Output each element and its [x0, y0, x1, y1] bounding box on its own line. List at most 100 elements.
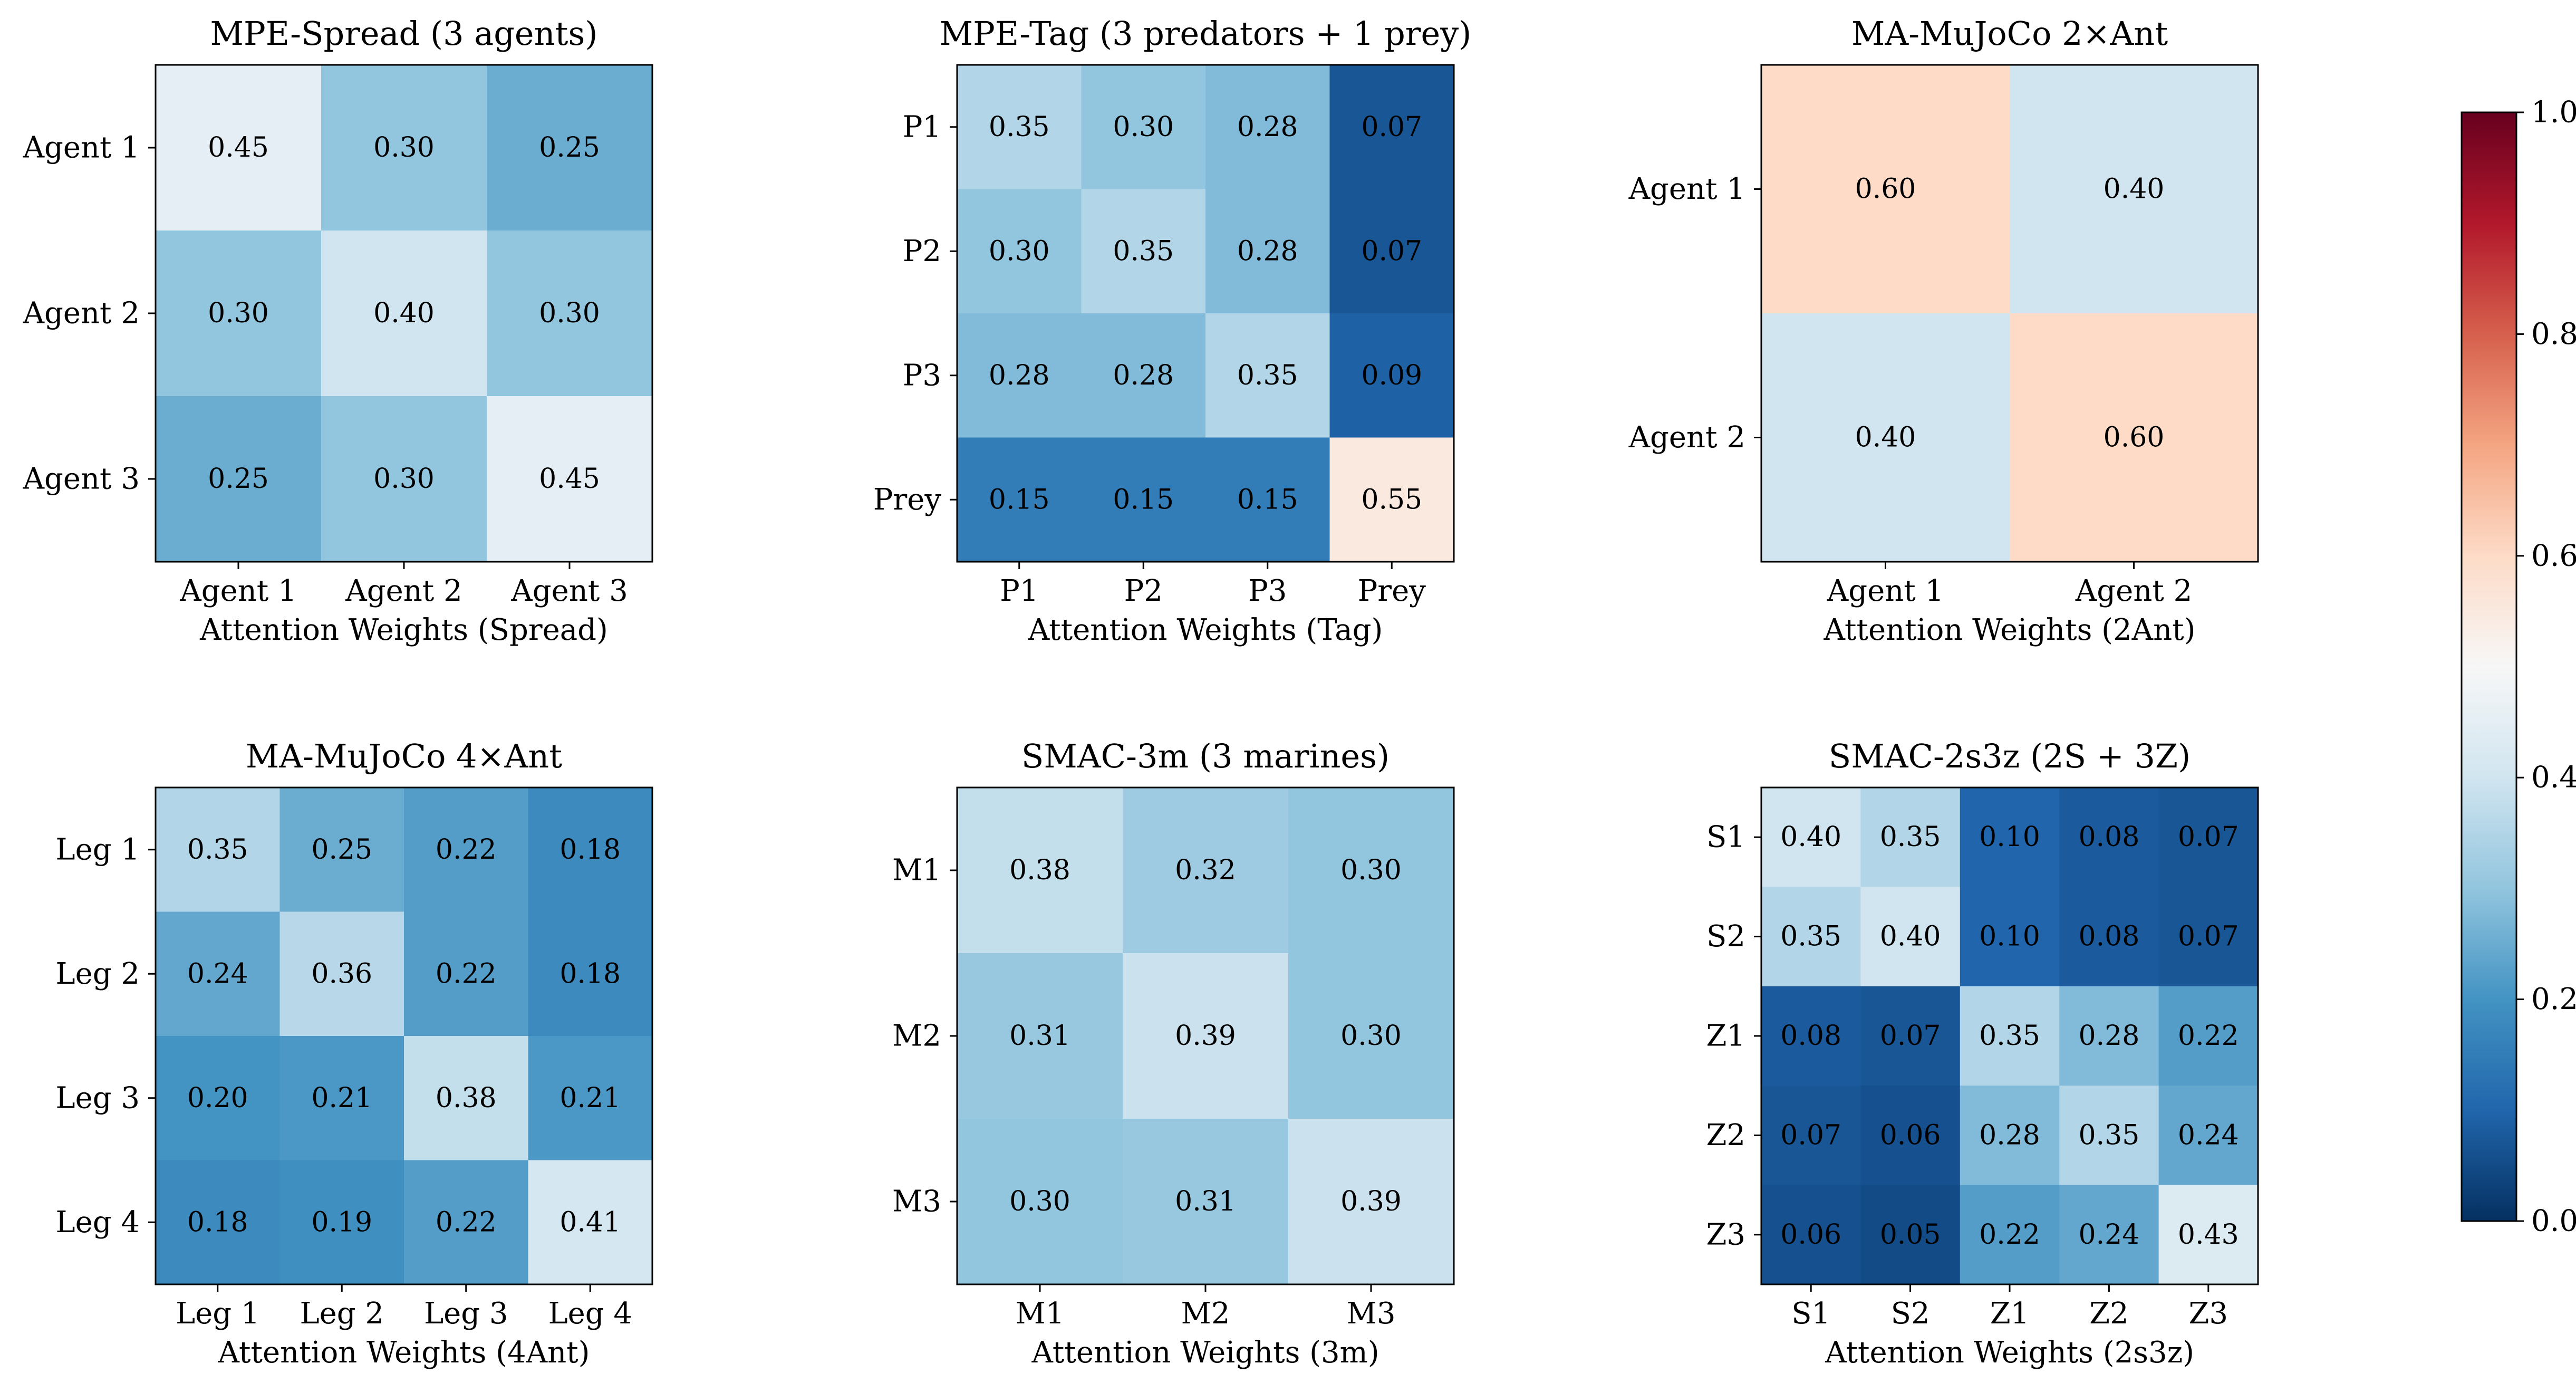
heatmap-cell — [1288, 953, 1454, 1119]
heatmap-cell — [1761, 787, 1861, 887]
heatmap-cell — [1761, 1086, 1861, 1186]
heatmap-cell — [1081, 65, 1206, 189]
heatmap-cell — [1329, 65, 1454, 189]
heatmap-cell — [528, 1036, 653, 1160]
heatmap-cell — [2059, 1086, 2159, 1186]
cell-value-label: 0.55 — [1361, 484, 1422, 515]
cell-value-label: 0.35 — [1113, 235, 1174, 267]
heatmap-cell — [487, 396, 653, 562]
cell-value-label: 0.28 — [1237, 235, 1298, 267]
heatmap-cell — [1329, 189, 1454, 314]
heatmap-cell — [1761, 65, 2010, 314]
heatmap-cell — [1123, 953, 1289, 1119]
x-tick-label: M1 — [1016, 1296, 1065, 1331]
y-tick-label: P1 — [903, 110, 941, 144]
heatmap-cell — [321, 230, 487, 397]
cell-value-label: 0.31 — [1175, 1186, 1236, 1217]
y-tick-label: M2 — [892, 1019, 941, 1053]
heatmap-cell — [1081, 189, 1206, 314]
heatmap-cell — [1205, 65, 1330, 189]
cell-value-label: 0.09 — [1361, 360, 1422, 391]
heatmap-cell — [1205, 437, 1330, 562]
cell-value-label: 0.08 — [2079, 821, 2140, 853]
heatmap-panels: 0.45 0.30 0.25 0.30 0.40 0.30 0.25 0.30 0.45 MPE-… — [23, 14, 2259, 1370]
heatmap-cell — [404, 1036, 528, 1160]
cell-value-label: 0.20 — [187, 1082, 248, 1114]
y-tick-label: Agent 2 — [1628, 420, 1745, 455]
x-tick-label: Leg 1 — [176, 1296, 260, 1331]
heatmap-cell — [321, 65, 487, 231]
colorbar-tick-label: 0.2 — [2531, 982, 2576, 1016]
x-tick-label: Prey — [1358, 574, 1426, 608]
y-tick-label: Z3 — [1706, 1217, 1745, 1252]
colorbar: 0.0 0.2 0.4 0.6 0.8 1.0 — [2461, 95, 2576, 1238]
y-tick-label: Leg 4 — [55, 1205, 140, 1240]
cell-value-label: 0.60 — [1855, 174, 1916, 205]
cell-value-label: 0.15 — [1237, 484, 1298, 515]
heatmap-cell — [1081, 437, 1206, 562]
cell-value-label: 0.41 — [559, 1206, 621, 1238]
cell-value-label: 0.40 — [373, 297, 435, 329]
heatmap-cell — [2158, 1185, 2259, 1285]
heatmap-cell — [2059, 1185, 2159, 1285]
cell-value-label: 0.28 — [1113, 360, 1174, 391]
cell-value-label: 0.30 — [1009, 1186, 1070, 1217]
cell-value-label: 0.36 — [311, 958, 372, 990]
heatmap-cell — [2059, 787, 2159, 887]
y-tick-label: P2 — [903, 234, 941, 268]
cell-value-label: 0.24 — [187, 958, 248, 990]
heatmap-cell — [1860, 887, 1961, 987]
heatmap-cell — [1860, 1086, 1961, 1186]
cell-value-label: 0.45 — [208, 132, 269, 164]
cell-value-label: 0.08 — [1780, 1020, 1841, 1052]
heatmap-cell — [2158, 887, 2259, 987]
heatmap-frame — [155, 786, 653, 1285]
cell-value-label: 0.35 — [1237, 360, 1298, 391]
heatmap-cell — [1860, 1185, 1961, 1285]
x-tick-label: Agent 1 — [1827, 574, 1944, 608]
cell-value-label: 0.38 — [1009, 854, 1070, 886]
cell-value-label: 0.25 — [311, 834, 372, 866]
y-tick-label: Leg 1 — [55, 832, 140, 867]
heatmap-cell — [2010, 313, 2259, 562]
cell-value-label: 0.25 — [539, 132, 600, 164]
heatmap-cell — [1329, 437, 1454, 562]
x-tick-label: Agent 3 — [510, 574, 628, 608]
x-tick-label: M2 — [1181, 1296, 1230, 1331]
cell-value-label: 0.28 — [2079, 1020, 2140, 1052]
cell-value-label: 0.40 — [2104, 174, 2165, 205]
heatmap-cell — [279, 911, 404, 1036]
cell-value-label: 0.18 — [559, 958, 621, 990]
x-tick-label: Z1 — [1990, 1296, 2030, 1331]
heatmap-cell — [487, 230, 653, 397]
cell-value-label: 0.28 — [1979, 1119, 2040, 1151]
heatmap-cell — [957, 787, 1123, 954]
panel-title: MA-MuJoCo 4×Ant — [246, 737, 562, 775]
cell-value-label: 0.22 — [2178, 1020, 2239, 1052]
colorbar-tick-label: 0.8 — [2531, 317, 2576, 351]
cell-value-label: 0.07 — [2178, 821, 2239, 853]
cell-value-label: 0.07 — [1780, 1119, 1841, 1151]
y-tick-label: Agent 1 — [23, 131, 140, 165]
heatmap-cell — [1205, 189, 1330, 314]
heatmap-cell — [279, 787, 404, 912]
y-tick-label: Agent 1 — [1628, 172, 1745, 206]
heatmap-cell — [1761, 1185, 1861, 1285]
x-tick-label: P3 — [1248, 574, 1287, 608]
cell-value-label: 0.35 — [1880, 821, 1941, 853]
heatmap-frame — [956, 64, 1455, 563]
heatmap-cell — [404, 911, 528, 1036]
y-tick-label: Z2 — [1706, 1118, 1745, 1152]
heatmap-cell — [1960, 1086, 2060, 1186]
y-tick-label: Agent 2 — [23, 296, 140, 331]
colorbar-gradient — [2462, 112, 2516, 1221]
heatmap-frame — [1760, 64, 2259, 563]
cell-value-label: 0.22 — [436, 1206, 497, 1238]
heatmap-cell — [1761, 986, 1861, 1086]
cell-value-label: 0.30 — [1340, 854, 1402, 886]
x-tick-label: Agent 1 — [179, 574, 296, 608]
cell-value-label: 0.40 — [1880, 921, 1941, 953]
heatmap-cell — [1960, 1185, 2060, 1285]
heatmap-cell — [156, 396, 322, 562]
cell-value-label: 0.35 — [1780, 921, 1841, 953]
